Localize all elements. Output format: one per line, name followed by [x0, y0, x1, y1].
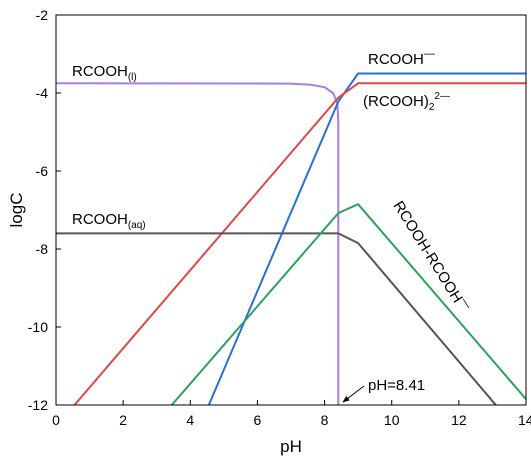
series-line-rcooh	[207, 72, 526, 405]
x-tick-label: 6	[254, 412, 262, 428]
series-line-rcooh-rcooh	[171, 203, 526, 405]
label-rcooh-l: RCOOH(l)	[72, 63, 137, 83]
label-rcooh-minus: RCOOH—	[368, 48, 435, 68]
y-tick-label: -10	[28, 319, 48, 335]
label-rcooh-aq: RCOOH(aq)	[72, 211, 146, 231]
y-tick-label: -4	[36, 85, 49, 101]
y-tick-label: -6	[36, 163, 49, 179]
label-ph-mark: pH=8.41	[368, 377, 425, 394]
x-tick-label: 4	[186, 412, 194, 428]
y-axis-title: logC	[7, 193, 26, 228]
x-axis-title: pH	[280, 437, 302, 456]
series-line-rcooh-2-2	[73, 82, 526, 405]
ph-mark-arrow	[342, 385, 365, 403]
series-line-rcooh-aq	[56, 232, 497, 405]
x-tick-label: 8	[321, 412, 329, 428]
plot-frame	[55, 14, 527, 406]
x-tick-label: 0	[52, 412, 60, 428]
y-tick-label: -8	[36, 241, 49, 257]
label-dimer: (RCOOH)22—	[363, 91, 450, 113]
axis-ticks: 0 2 4 6 8 10 12 14 -2 -4 -6 -8 -10 -12	[28, 7, 531, 428]
x-tick-label: 12	[451, 412, 467, 428]
y-tick-label: -2	[36, 7, 49, 23]
x-tick-label: 14	[518, 412, 531, 428]
y-tick-label: -12	[28, 397, 48, 413]
x-tick-label: 10	[384, 412, 400, 428]
x-tick-label: 2	[119, 412, 127, 428]
series-line-rcooh-l	[56, 82, 340, 405]
series-layer	[56, 72, 526, 405]
